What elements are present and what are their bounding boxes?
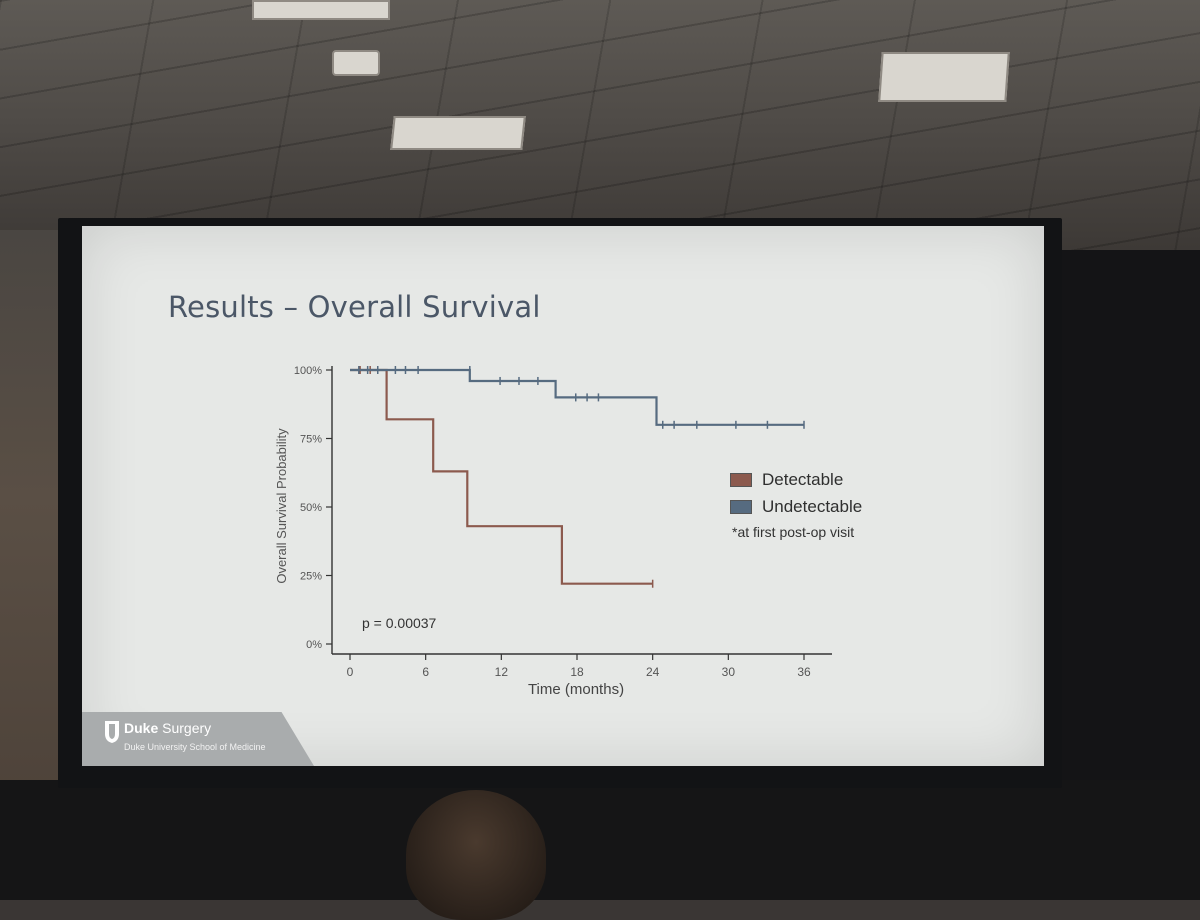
footer-brand: Duke Surgery: [124, 720, 211, 736]
duke-shield-icon: [105, 721, 119, 743]
series-line-undetectable: [350, 368, 804, 426]
legend-label-detectable: Detectable: [762, 469, 844, 489]
km-chart: 0 6 12 18 24 30 36 0% 25% 50% 75% 100% Time (months)…: [274, 365, 832, 698]
ceiling-light: [390, 116, 526, 150]
footer-brand-name: Duke: [124, 720, 159, 736]
footer-subtitle: Duke University School of Medicine: [124, 742, 266, 752]
room-floor: [0, 780, 1200, 900]
footer-band: [82, 712, 314, 766]
x-tick-label: 6: [422, 665, 429, 679]
x-tick-label: 12: [495, 665, 509, 679]
legend-swatch-undetectable: [730, 499, 752, 514]
legend-label-undetectable: Undetectable: [762, 496, 863, 516]
y-tick-label: 0%: [306, 639, 322, 651]
slide: Results – Overall Survival 0 6 12 18 24 30 36 0…: [82, 226, 1044, 766]
audience-head: [406, 790, 546, 920]
x-tick-label: 18: [570, 665, 584, 679]
chart-legend: Detectable Undetectable *at first post-o…: [730, 466, 862, 540]
slide-title: Results – Overall Survival: [168, 290, 541, 324]
footer-brand-rest: Surgery: [162, 720, 212, 736]
y-tick-label: 100%: [294, 365, 322, 377]
legend-item-detectable: Detectable: [730, 466, 862, 493]
x-tick-label: 36: [797, 665, 811, 679]
x-tick-label: 30: [722, 665, 736, 679]
x-axis-title: Time (months): [528, 681, 624, 698]
x-tick-label: 24: [646, 665, 660, 679]
y-tick-label: 75%: [300, 434, 322, 446]
ceiling-light: [878, 52, 1010, 102]
ceiling-light: [252, 0, 390, 20]
series-line-detectable: [350, 368, 653, 585]
p-value-annotation: p = 0.00037: [362, 615, 437, 631]
x-tick-label: 0: [347, 665, 354, 679]
y-tick-label: 25%: [300, 571, 322, 583]
y-tick-label: 50%: [300, 502, 322, 514]
legend-swatch-detectable: [730, 472, 752, 487]
y-axis-title: Overall Survival Probability: [274, 428, 289, 584]
legend-note: *at first post-op visit: [732, 524, 855, 540]
legend-item-undetectable: Undetectable: [730, 493, 862, 520]
ceiling-fixture: [332, 50, 380, 76]
